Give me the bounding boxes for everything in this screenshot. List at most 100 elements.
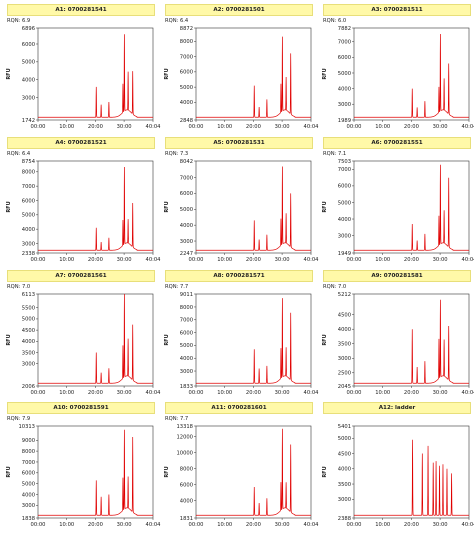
y-tick-label: 3000 — [180, 369, 193, 375]
y-tick-label: 3000 — [338, 497, 351, 503]
x-tick-label: 10:00 — [217, 257, 232, 263]
chart-title: A6: 0700281551 — [323, 137, 471, 149]
y-tick-label: 8000 — [180, 305, 193, 311]
chart-panel: A3: 0700281511 RQN: 6.0 1989 3000 4000 5000 60… — [316, 4, 474, 137]
y-tick-label: 6896 — [22, 26, 35, 32]
y-axis-label: RFU — [164, 334, 170, 345]
y-tick-label: 3000 — [180, 239, 193, 245]
y-tick-label: 3500 — [338, 482, 351, 488]
x-tick-label: 40:04 — [462, 257, 474, 263]
x-tick-label: 00:00 — [189, 124, 204, 130]
y-tick-label: 7000 — [180, 318, 193, 324]
chart-title: A11: 0700281601 — [165, 402, 313, 414]
x-tick-label: 10:00 — [375, 390, 390, 396]
y-tick-label: 6000 — [22, 198, 35, 204]
y-axis-label: RFU — [322, 201, 328, 212]
x-tick-label: 00:00 — [347, 257, 362, 263]
y-tick-label: 4000 — [22, 492, 35, 498]
x-tick-label: 30:00 — [433, 390, 448, 396]
y-tick-label: 6000 — [180, 191, 193, 197]
x-tick-label: 00:00 — [31, 522, 46, 528]
rqn-label: RQN: 7.9 — [7, 416, 31, 422]
x-tick-label: 10:00 — [375, 522, 390, 528]
plot-area: 2006 3000 3500 4000 4500 5000 5500 6113 00:00 10:… — [6, 292, 161, 396]
chart-panel: A2: 0700281501 RQN: 6.4 2848 4000 5000 6000 70… — [158, 4, 319, 137]
y-tick-label: 1833 — [180, 384, 193, 390]
x-tick-label: 00:00 — [31, 257, 46, 263]
y-axis-label: RFU — [322, 68, 328, 79]
y-tick-label: 3500 — [338, 342, 351, 348]
x-tick-label: 20:00 — [246, 124, 261, 130]
chart-title: A10: 0700281591 — [7, 402, 155, 414]
y-tick-label: 2006 — [22, 384, 35, 390]
y-tick-label: 4000 — [180, 223, 193, 229]
y-tick-label: 7000 — [338, 40, 351, 46]
chart-panel: A9: 0700281581 RQN: 7.0 2045 2500 3000 3500 40… — [316, 270, 474, 403]
y-tick-label: 3000 — [22, 95, 35, 101]
plot-area: 1742 3000 4000 5000 6000 6896 00:00 10:00 20:00 3… — [6, 26, 161, 130]
chart-title: A3: 0700281511 — [323, 4, 471, 16]
y-tick-label: 5000 — [180, 343, 193, 349]
y-tick-label: 5212 — [338, 292, 351, 298]
y-tick-label: 12000 — [176, 434, 193, 440]
y-tick-label: 4000 — [180, 100, 193, 106]
plot-area: 1838 3000 4000 5000 6000 7000 8000 9000 10313 00:… — [6, 424, 161, 528]
y-tick-label: 4000 — [180, 356, 193, 362]
y-tick-label: 1838 — [22, 516, 35, 522]
y-tick-label: 2848 — [180, 118, 193, 124]
y-tick-label: 5000 — [22, 60, 35, 66]
y-tick-label: 5000 — [180, 207, 193, 213]
trace-line — [196, 298, 311, 384]
trace-line — [38, 34, 153, 118]
y-tick-label: 8042 — [180, 159, 193, 165]
chart-title: A2: 0700281501 — [165, 4, 313, 16]
y-axis-label: RFU — [322, 466, 328, 477]
x-tick-label: 30:00 — [117, 124, 132, 130]
trace-line — [38, 293, 153, 384]
rqn-label: RQN: 7.3 — [165, 151, 189, 157]
x-tick-label: 40:04 — [146, 257, 162, 263]
y-tick-label: 1831 — [180, 516, 193, 522]
x-tick-label: 40:04 — [304, 522, 320, 528]
x-tick-label: 00:00 — [31, 124, 46, 130]
y-tick-label: 5000 — [22, 317, 35, 323]
y-axis-label: RFU — [6, 201, 12, 212]
plot-frame — [37, 160, 154, 254]
rqn-label: RQN: 7.0 — [7, 284, 31, 290]
x-tick-label: 30:00 — [275, 257, 290, 263]
x-tick-label: 10:00 — [375, 124, 390, 130]
y-tick-label: 2247 — [180, 251, 193, 257]
plot-area: 1989 3000 4000 5000 6000 7000 7882 00:00 10:00 20… — [322, 26, 474, 130]
trace-line — [38, 167, 153, 251]
chart-title: A8: 0700281571 — [165, 270, 313, 282]
y-axis-label: RFU — [164, 68, 170, 79]
x-tick-label: 30:00 — [433, 124, 448, 130]
y-tick-label: 4000 — [22, 227, 35, 233]
x-tick-label: 10:00 — [59, 257, 74, 263]
y-tick-label: 8754 — [22, 159, 36, 165]
y-tick-label: 5500 — [22, 306, 35, 312]
x-tick-label: 10:00 — [59, 124, 74, 130]
x-tick-label: 00:00 — [347, 522, 362, 528]
chart-panel: A6: 0700281551 RQN: 7.1 1949 3000 4000 5000 60… — [316, 137, 474, 270]
x-tick-label: 40:04 — [462, 390, 474, 396]
plot-area: 2045 2500 3000 3500 4000 4500 5212 00:00 10:00 20… — [322, 292, 474, 396]
y-tick-label: 2338 — [22, 251, 35, 257]
y-tick-label: 1949 — [338, 251, 351, 257]
x-tick-label: 30:00 — [433, 522, 448, 528]
plot-frame — [37, 293, 154, 387]
y-tick-label: 5000 — [22, 213, 35, 219]
y-tick-label: 4500 — [22, 328, 35, 334]
x-tick-label: 20:00 — [404, 390, 419, 396]
y-tick-label: 1742 — [22, 118, 35, 124]
x-tick-label: 40:04 — [462, 124, 474, 130]
plot-frame — [195, 160, 312, 254]
plot-area: 1949 3000 4000 5000 6000 7000 7503 00:00 10:00 20… — [322, 159, 474, 263]
trace-line — [196, 36, 311, 118]
x-tick-label: 20:00 — [88, 390, 103, 396]
y-tick-label: 4000 — [338, 327, 351, 333]
x-tick-label: 30:00 — [117, 390, 132, 396]
x-tick-label: 10:00 — [59, 522, 74, 528]
x-tick-label: 20:00 — [246, 257, 261, 263]
